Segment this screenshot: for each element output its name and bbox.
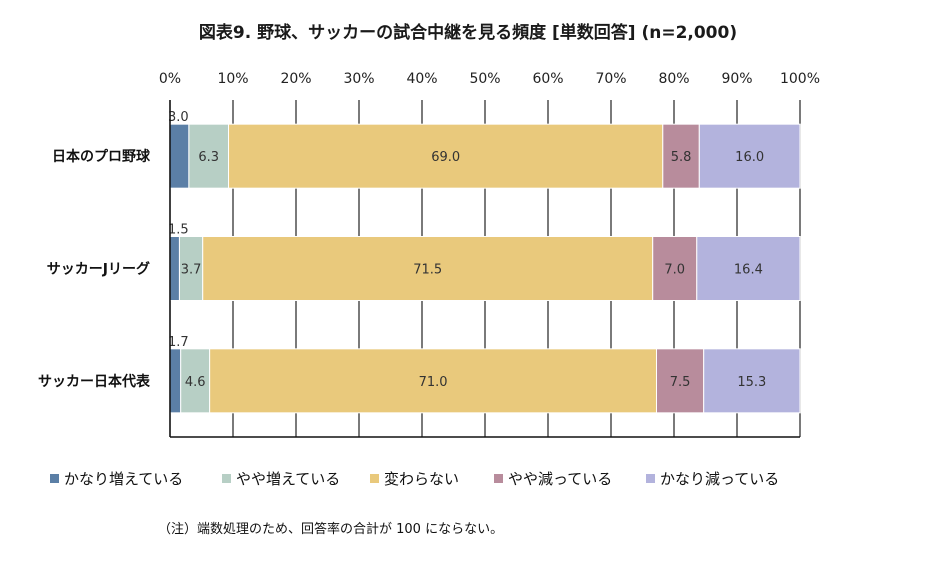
legend-swatch xyxy=(494,474,503,483)
data-label: 7.0 xyxy=(664,263,685,278)
x-tick-label: 10% xyxy=(217,71,248,87)
data-label: 71.5 xyxy=(413,263,442,278)
x-tick-label: 80% xyxy=(658,71,689,87)
bar-segment xyxy=(180,348,211,414)
bars: 3.0 6.3 69.0 5.8 16.0 1.5 3.7 71.5 7.0 16.4 1.7 4.6… xyxy=(168,110,801,414)
bar-segment xyxy=(656,348,705,414)
legend-swatch xyxy=(370,474,379,483)
data-label: 16.4 xyxy=(734,263,763,278)
legend-swatch xyxy=(646,474,655,483)
data-label: 1.5 xyxy=(168,223,189,238)
x-tick-label: 90% xyxy=(721,71,752,87)
x-tick-label: 0% xyxy=(159,71,181,87)
legend-label: やや減っている xyxy=(508,470,612,488)
category-label: 日本のプロ野球 xyxy=(52,148,151,165)
x-axis-ticks: 0% 10% 20% 30% 40% 50% 60% 70% 80% 90% 100% xyxy=(159,71,820,87)
bar-segment xyxy=(209,348,658,414)
bar-segment xyxy=(169,236,180,301)
bar-segment xyxy=(169,348,182,414)
data-label: 16.0 xyxy=(735,150,764,165)
bar-segment xyxy=(169,123,190,189)
bar-segment xyxy=(652,236,698,301)
bar-segment xyxy=(698,123,801,189)
bar-segment xyxy=(202,236,654,301)
bar-segment xyxy=(703,348,801,414)
bar-segment xyxy=(188,123,230,189)
x-tick-label: 70% xyxy=(595,71,626,87)
x-tick-label: 60% xyxy=(532,71,563,87)
category-label: サッカー日本代表 xyxy=(38,373,151,390)
footnote: （注）端数処理のため、回答率の合計が 100 にならない。 xyxy=(158,521,503,537)
legend-swatch xyxy=(222,474,231,483)
data-label: 7.5 xyxy=(670,375,691,390)
legend: かなり増えている やや増えている 変わらない やや減っている かなり減っている xyxy=(50,470,779,488)
data-label: 6.3 xyxy=(198,150,219,165)
data-label: 69.0 xyxy=(431,150,460,165)
legend-label: かなり増えている xyxy=(64,470,183,488)
data-label: 3.0 xyxy=(168,110,189,125)
bar-segment xyxy=(228,123,664,189)
data-label: 15.3 xyxy=(737,375,766,390)
legend-label: 変わらない xyxy=(384,470,459,488)
x-tick-label: 30% xyxy=(343,71,374,87)
chart-title: 図表9. 野球、サッカーの試合中継を見る頻度 [単数回答] (n=2,000) xyxy=(199,22,737,43)
x-tick-label: 40% xyxy=(406,71,437,87)
legend-swatch xyxy=(50,474,59,483)
data-label: 1.7 xyxy=(168,335,189,350)
x-tick-label: 100% xyxy=(780,71,820,87)
data-label: 3.7 xyxy=(181,263,202,278)
data-label: 71.0 xyxy=(419,375,448,390)
legend-label: やや増えている xyxy=(236,470,340,488)
category-label: サッカーJリーグ xyxy=(47,261,150,278)
x-tick-label: 50% xyxy=(469,71,500,87)
data-label: 4.6 xyxy=(185,375,206,390)
x-tick-label: 20% xyxy=(280,71,311,87)
legend-label: かなり減っている xyxy=(660,470,779,488)
axes xyxy=(169,100,800,438)
data-label: 5.8 xyxy=(671,150,692,165)
bar-segment xyxy=(696,236,801,301)
